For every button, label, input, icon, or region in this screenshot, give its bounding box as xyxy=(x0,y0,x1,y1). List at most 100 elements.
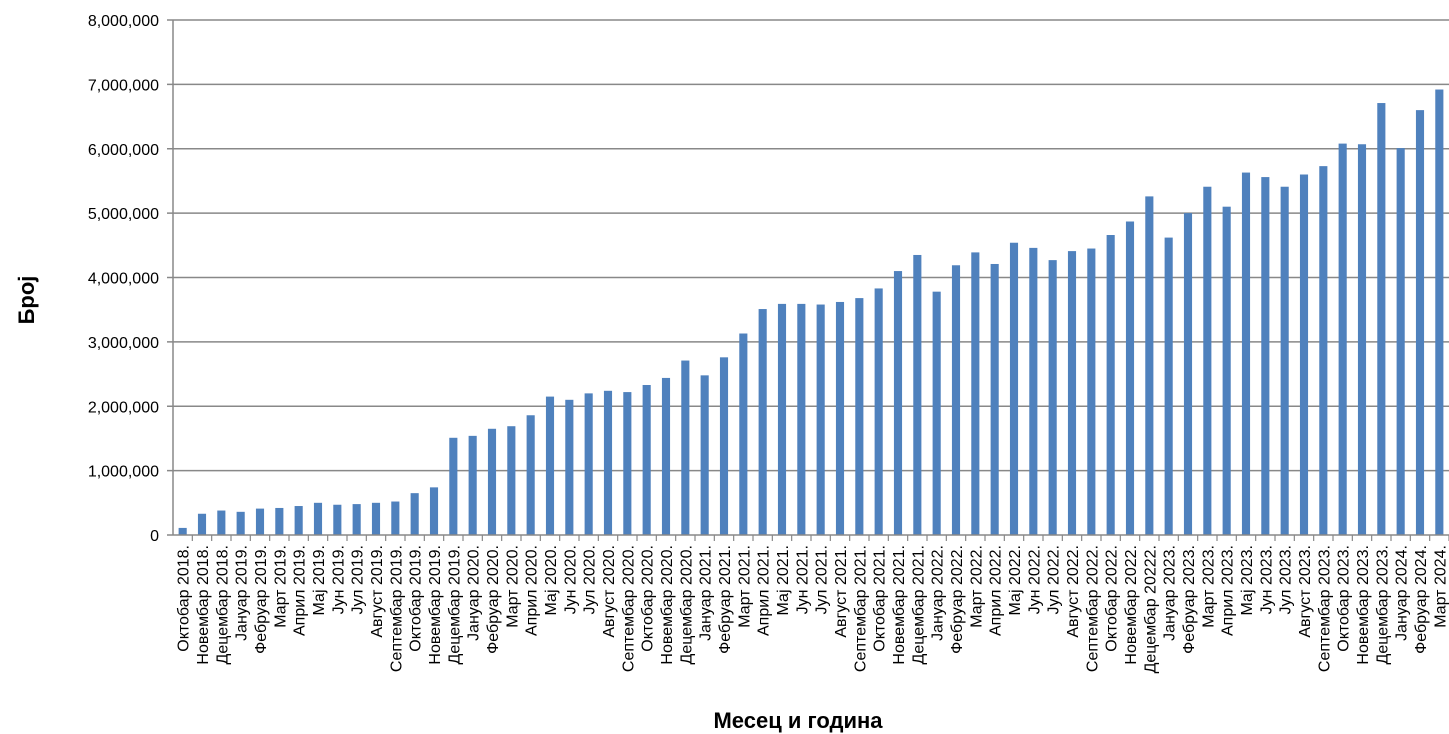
x-tick-label: Април 2022. xyxy=(988,545,1005,636)
bar xyxy=(874,288,883,535)
bar xyxy=(1222,206,1231,535)
y-axis-tick-labels: 0 1,000,000 2,000,000 3,000,000 4,000,000 5,0… xyxy=(88,13,159,545)
bar xyxy=(1299,174,1309,535)
x-tick-label: Мај 2021. xyxy=(775,545,792,615)
bar xyxy=(197,513,207,535)
bar xyxy=(797,303,806,535)
bar xyxy=(584,393,593,535)
bar xyxy=(371,502,381,535)
x-tick-label: Октобар 2023. xyxy=(1336,545,1353,652)
x-tick-label: Јануар 2023. xyxy=(1162,545,1179,641)
bar xyxy=(1009,242,1019,536)
bar xyxy=(255,508,265,535)
bar xyxy=(1164,237,1173,535)
x-tick-label: Јануар 2022. xyxy=(930,545,947,641)
x-tick-label: Октобар 2018. xyxy=(176,545,193,652)
x-tick-label: Октобар 2019. xyxy=(408,545,425,652)
y-tick-label: 3,000,000 xyxy=(88,335,159,352)
bar xyxy=(178,527,187,535)
bar xyxy=(603,390,613,535)
bar xyxy=(1241,172,1251,535)
x-tick-label: Децембар 2021. xyxy=(910,545,927,665)
x-tick-label: Новембар 2020. xyxy=(659,545,676,665)
x-tick-label: Јун 2022. xyxy=(1026,545,1043,614)
bar xyxy=(1396,148,1405,535)
x-tick-label: Октобар 2021. xyxy=(872,545,889,652)
bar xyxy=(1338,143,1347,535)
bar xyxy=(1125,221,1135,535)
y-tick-label: 2,000,000 xyxy=(88,399,159,416)
y-tick-label: 4,000,000 xyxy=(88,271,159,288)
x-tick-label: Децембар 2018. xyxy=(214,545,231,665)
x-tick-label: Јануар 2021. xyxy=(698,545,715,641)
x-tick-label: Септембар 2022. xyxy=(1084,545,1101,672)
x-tick-label: Јун 2023. xyxy=(1258,545,1275,614)
x-tick-label: Март 2022. xyxy=(968,545,985,628)
x-tick-label: Мај 2019. xyxy=(311,545,328,615)
x-tick-label: Фебруар 2022. xyxy=(949,545,966,654)
x-tick-label: Август 2023. xyxy=(1297,545,1314,638)
bar xyxy=(1261,177,1270,535)
bar xyxy=(217,510,226,535)
bar xyxy=(661,377,671,535)
bar xyxy=(1048,260,1057,535)
y-axis-title: Број xyxy=(14,276,39,325)
bar xyxy=(1029,247,1038,535)
bar xyxy=(932,291,941,535)
x-tick-label: Јун 2021. xyxy=(794,545,811,614)
bar xyxy=(739,333,748,535)
bar xyxy=(719,357,729,535)
x-tick-label: Јул 2019. xyxy=(350,545,367,614)
axes xyxy=(167,19,1449,541)
bars xyxy=(178,89,1444,536)
bar xyxy=(1106,235,1115,535)
bar xyxy=(1319,166,1328,535)
bar xyxy=(275,507,284,535)
x-tick-label: Јануар 2024. xyxy=(1394,545,1411,641)
x-tick-label: Септембар 2021. xyxy=(852,545,869,672)
x-tick-label: Април 2021. xyxy=(756,545,773,636)
bar xyxy=(487,428,497,535)
bar xyxy=(971,252,980,536)
x-tick-label: Фебруар 2019. xyxy=(253,545,270,654)
bar xyxy=(1183,213,1193,535)
bar xyxy=(1203,186,1212,535)
x-tick-label: Октобар 2020. xyxy=(640,545,657,652)
x-tick-label: Мај 2020. xyxy=(543,545,560,615)
bar xyxy=(681,360,690,535)
x-tick-label: Јун 2020. xyxy=(562,545,579,614)
bar xyxy=(1145,196,1154,535)
x-tick-label: Април 2020. xyxy=(524,545,541,636)
bar xyxy=(1377,103,1386,535)
x-tick-label: Јул 2020. xyxy=(582,545,599,614)
bar xyxy=(1435,89,1444,536)
x-tick-label: Новембар 2018. xyxy=(195,545,212,665)
x-tick-label: Септембар 2023. xyxy=(1316,545,1333,672)
x-tick-label: Март 2021. xyxy=(736,545,753,628)
bar xyxy=(526,415,535,535)
bar xyxy=(1087,248,1096,535)
x-tick-label: Јануар 2020. xyxy=(466,545,483,641)
bar xyxy=(1357,144,1367,535)
x-tick-label: Август 2022. xyxy=(1065,545,1082,638)
bar xyxy=(236,511,245,535)
bar xyxy=(1280,186,1289,535)
x-tick-label: Новембар 2021. xyxy=(891,545,908,665)
x-tick-label: Март 2019. xyxy=(272,545,289,628)
x-tick-label: Фебруар 2021. xyxy=(717,545,734,654)
x-tick-label: Јул 2023. xyxy=(1278,545,1295,614)
x-tick-label: Април 2023. xyxy=(1220,545,1237,636)
bar xyxy=(642,385,651,535)
gridlines xyxy=(173,19,1449,472)
y-tick-label: 8,000,000 xyxy=(88,13,159,30)
y-tick-label: 1,000,000 xyxy=(88,464,159,481)
bar xyxy=(777,303,787,535)
bar xyxy=(1067,251,1077,535)
bar xyxy=(913,254,922,535)
bar xyxy=(700,375,709,535)
bar xyxy=(294,506,303,535)
bar xyxy=(951,265,961,535)
x-tick-label: Август 2021. xyxy=(833,545,850,638)
x-tick-label: Март 2024. xyxy=(1432,545,1449,628)
